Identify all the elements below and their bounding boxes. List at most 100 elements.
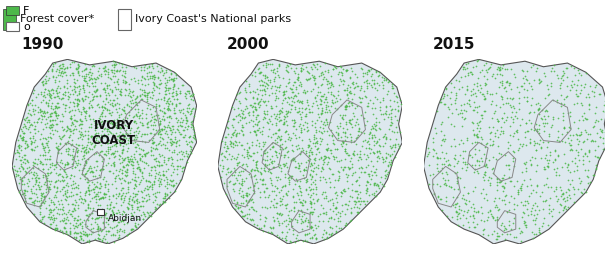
Point xyxy=(258,132,267,136)
Point xyxy=(75,190,85,194)
Point xyxy=(454,142,464,146)
Point xyxy=(379,76,389,80)
Point xyxy=(296,66,306,70)
Point xyxy=(143,125,153,129)
Point xyxy=(237,177,247,181)
Point xyxy=(310,157,319,161)
Point xyxy=(175,178,185,182)
Point xyxy=(217,151,226,155)
Point xyxy=(109,61,119,66)
Point xyxy=(82,160,91,164)
Point xyxy=(99,87,109,91)
Point xyxy=(276,213,286,217)
Point xyxy=(30,127,40,131)
Point xyxy=(532,148,541,152)
Point xyxy=(47,163,57,167)
Point xyxy=(328,141,338,145)
Point xyxy=(137,74,147,78)
Point xyxy=(27,103,37,107)
Point xyxy=(322,147,332,151)
Point xyxy=(356,100,365,104)
Point xyxy=(151,98,161,102)
Point xyxy=(370,124,380,128)
Point xyxy=(9,164,19,168)
Point xyxy=(244,146,254,150)
Point xyxy=(103,189,113,193)
Point xyxy=(386,122,396,126)
Point xyxy=(114,220,124,224)
Point xyxy=(36,100,45,104)
Point xyxy=(486,99,496,103)
Point xyxy=(97,184,106,188)
Point xyxy=(488,214,498,218)
Point xyxy=(22,142,31,146)
Point xyxy=(249,151,258,155)
Point xyxy=(300,218,310,222)
Point xyxy=(107,182,117,186)
Point xyxy=(323,219,333,223)
Point xyxy=(522,199,532,203)
Point xyxy=(18,137,28,142)
Point xyxy=(543,140,553,144)
Point xyxy=(372,81,382,85)
Point xyxy=(102,83,112,87)
Point xyxy=(302,99,312,104)
Point xyxy=(336,70,345,74)
Point xyxy=(367,177,376,181)
Point xyxy=(344,167,353,171)
Point xyxy=(70,215,80,219)
Point xyxy=(103,141,113,145)
Point xyxy=(139,132,149,136)
Point xyxy=(124,135,134,140)
Point xyxy=(500,153,510,157)
Point xyxy=(37,80,47,84)
Point xyxy=(525,194,534,198)
Point xyxy=(446,185,456,189)
Point xyxy=(66,117,76,121)
Point xyxy=(109,225,119,229)
Point xyxy=(166,143,176,148)
Point xyxy=(40,198,50,203)
Point xyxy=(340,107,350,111)
Point xyxy=(238,200,248,205)
Point xyxy=(269,70,278,75)
Point xyxy=(59,225,69,229)
Point xyxy=(364,146,373,151)
Point xyxy=(340,149,350,153)
Point xyxy=(50,163,60,167)
Point xyxy=(505,167,514,171)
Point xyxy=(275,108,285,112)
Point xyxy=(311,128,321,132)
Point xyxy=(123,93,133,97)
Point xyxy=(299,123,309,127)
Point xyxy=(41,194,50,198)
Point xyxy=(322,100,332,105)
Point xyxy=(449,156,459,160)
Point xyxy=(61,172,71,177)
Point xyxy=(95,181,105,185)
Point xyxy=(22,166,32,170)
Point xyxy=(245,197,255,201)
Point xyxy=(311,226,321,230)
Point xyxy=(117,65,127,69)
Point xyxy=(97,238,106,242)
Point xyxy=(48,213,57,217)
Point xyxy=(67,209,77,213)
Point xyxy=(76,231,86,235)
Point xyxy=(175,102,185,106)
Point xyxy=(176,149,186,153)
Point xyxy=(321,107,330,111)
Point xyxy=(61,198,71,202)
Point xyxy=(185,102,194,106)
Point xyxy=(34,110,44,114)
Point xyxy=(364,81,374,85)
Point xyxy=(114,228,124,233)
Point xyxy=(111,192,120,196)
Point xyxy=(286,217,295,222)
Point xyxy=(134,167,144,171)
Point xyxy=(52,160,62,164)
Point xyxy=(96,93,105,97)
Point xyxy=(468,128,478,132)
Point xyxy=(54,146,64,151)
Point xyxy=(48,123,57,127)
